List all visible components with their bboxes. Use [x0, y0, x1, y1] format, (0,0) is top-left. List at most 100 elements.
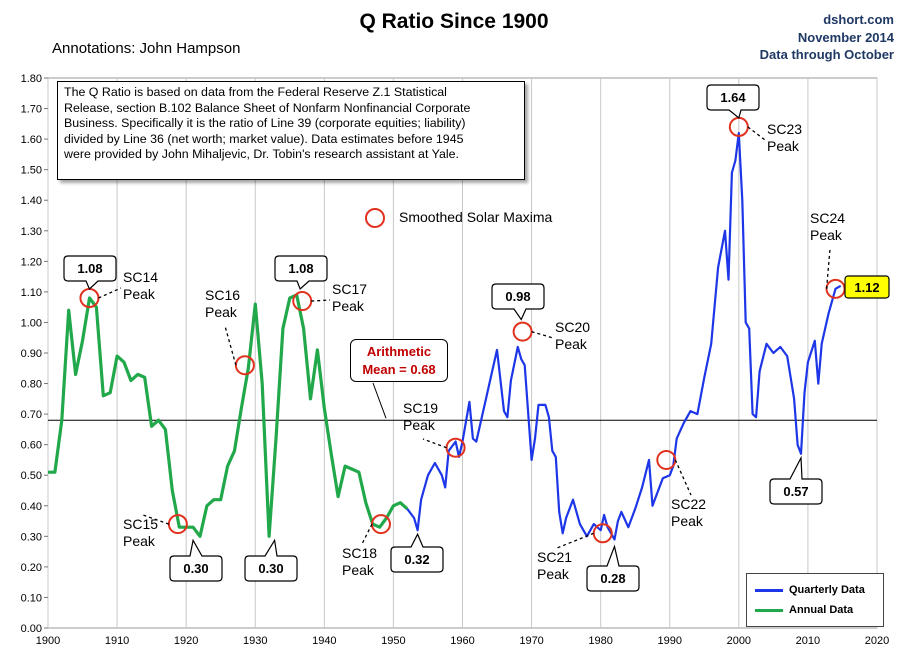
info-line: Release, section B.102 Balance Sheet of …	[64, 100, 471, 115]
info-line: divided by Line 36 (net worth; market va…	[64, 131, 464, 146]
chart-legend: Quarterly Data Annual Data	[746, 573, 884, 627]
x-tick-label: 1980	[588, 635, 612, 647]
x-tick-label: 1950	[381, 635, 405, 647]
x-tick-label: 2020	[865, 635, 889, 647]
y-tick-label: 1.20	[21, 256, 42, 268]
y-tick-label: 1.40	[21, 195, 42, 207]
peak-label-word: Peak	[555, 336, 588, 352]
y-tick-label: 1.60	[21, 134, 42, 146]
value-callout-text: 0.32	[404, 552, 429, 567]
source-date: November 2014	[797, 30, 894, 45]
y-tick-label: 0.40	[21, 501, 42, 513]
value-callout-text: 0.30	[183, 561, 208, 576]
legend-quarterly-swatch	[755, 588, 783, 592]
legend-annual: Annual Data	[755, 602, 853, 618]
value-callout-box	[706, 84, 760, 119]
annual-data-line	[48, 293, 409, 538]
y-tick-label: 0.50	[21, 470, 42, 482]
info-line: were provided by John Mihaljevic, Dr. To…	[64, 147, 459, 162]
peak-leader	[825, 248, 831, 289]
peak-label-word: Peak	[537, 566, 570, 582]
y-tick-label: 1.10	[21, 287, 42, 299]
value-callout-box	[769, 455, 823, 505]
peak-label-word: Peak	[671, 513, 704, 529]
peak-label-cycle: SC22	[671, 496, 706, 512]
peak-label-cycle: SC14	[123, 269, 158, 285]
y-tick-label: 0.70	[21, 409, 42, 421]
peak-label-cycle: SC20	[555, 319, 590, 335]
y-tick-label: 0.60	[21, 440, 42, 452]
peak-label-cycle: SC19	[403, 400, 438, 416]
legend-quarterly: Quarterly Data	[755, 582, 865, 598]
peak-label-word: Peak	[767, 138, 800, 154]
y-tick-label: 1.70	[21, 104, 42, 116]
y-tick-label: 0.10	[21, 592, 42, 604]
peak-label-word: Peak	[123, 533, 156, 549]
peak-label-cycle: SC21	[537, 549, 572, 565]
legend-annual-swatch	[755, 608, 783, 612]
peak-label-cycle: SC24	[810, 210, 845, 226]
y-tick-label: 1.50	[21, 165, 42, 177]
peak-leader	[531, 330, 554, 339]
value-callout-box	[244, 538, 298, 582]
y-tick-label: 1.00	[21, 317, 42, 329]
x-tick-label: 1920	[174, 635, 198, 647]
x-tick-label: 1990	[658, 635, 682, 647]
info-line: The Q Ratio is based on data from the Fe…	[64, 85, 447, 99]
value-callout-box	[586, 544, 640, 592]
value-callout-box	[390, 532, 444, 573]
peak-leader	[224, 325, 237, 366]
data-through: Data through October	[759, 47, 894, 62]
peak-leader	[98, 287, 122, 299]
peak-leader	[142, 514, 170, 525]
current-value-flag	[844, 275, 890, 299]
x-tick-label: 1930	[243, 635, 267, 647]
peak-label-word: Peak	[810, 227, 843, 243]
peak-leader	[422, 438, 447, 449]
info-box: The Q Ratio is based on data from the Fe…	[57, 81, 525, 180]
y-tick-label: 0.30	[21, 531, 42, 543]
peak-label-cycle: SC23	[767, 121, 802, 137]
x-tick-label: 1960	[450, 635, 474, 647]
value-callout-text: 1.08	[288, 261, 313, 276]
info-line: Business. Specifically it is the ratio o…	[64, 116, 466, 131]
value-callout-text: 0.57	[783, 484, 808, 499]
y-tick-label: 0.20	[21, 562, 42, 574]
peak-label-word: Peak	[342, 562, 375, 578]
y-tick-label: 0.00	[21, 623, 42, 635]
peak-label-cycle: SC18	[342, 545, 377, 561]
peak-leader	[674, 459, 692, 496]
peak-leader	[361, 523, 373, 545]
value-callout-box	[274, 255, 328, 291]
y-tick-label: 1.80	[21, 73, 42, 85]
quarterly-data-line	[406, 131, 842, 541]
legend-annual-label: Annual Data	[789, 604, 854, 616]
peak-leader	[747, 126, 766, 141]
value-callout-text: 1.08	[77, 261, 102, 276]
legend-quarterly-label: Quarterly Data	[789, 584, 865, 596]
peak-label-word: Peak	[332, 298, 365, 314]
peak-leader	[556, 532, 594, 549]
peak-label-word: Peak	[123, 286, 156, 302]
x-tick-label: 1940	[312, 635, 336, 647]
peak-label-cycle: SC16	[205, 287, 240, 303]
peak-label-word: Peak	[205, 304, 238, 320]
peak-label-cycle: SC15	[123, 516, 158, 532]
x-tick-label: 2010	[796, 635, 820, 647]
y-tick-label: 0.80	[21, 379, 42, 391]
x-tick-label: 1900	[36, 635, 60, 647]
value-callout-box	[491, 283, 545, 321]
chart-title: Q Ratio Since 1900	[359, 10, 549, 33]
y-tick-label: 0.90	[21, 348, 42, 360]
mean-callout-pointer	[372, 382, 387, 419]
current-value-text: 1.12	[854, 280, 879, 295]
value-callout-text: 0.98	[505, 289, 530, 304]
peak-label-word: Peak	[403, 417, 436, 433]
value-callout-text: 0.30	[258, 561, 283, 576]
source-site: dshort.com	[823, 12, 894, 27]
x-tick-label: 1970	[519, 635, 543, 647]
mean-callout: Arithmetic Mean = 0.68	[350, 339, 448, 382]
value-callout-text: 1.64	[720, 90, 746, 105]
y-tick-label: 1.30	[21, 226, 42, 238]
solar-maxima-legend-label: Smoothed Solar Maxima	[399, 209, 553, 225]
